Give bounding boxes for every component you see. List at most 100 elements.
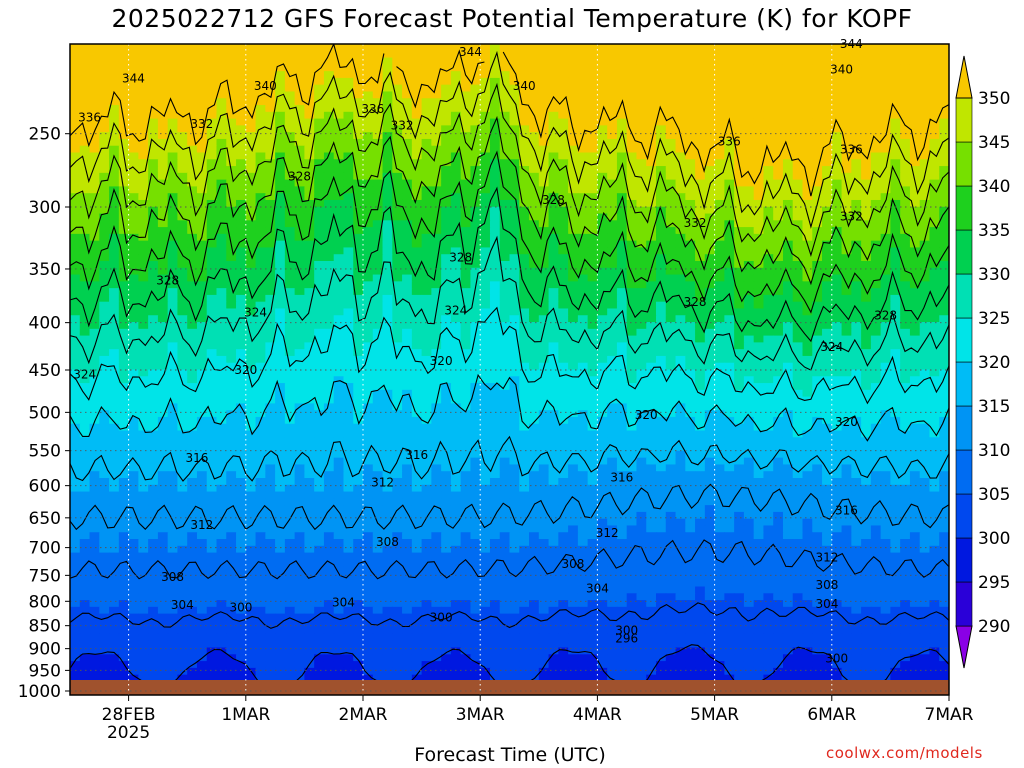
colorbar-label: 340 xyxy=(978,177,1010,197)
colorbar-label: 305 xyxy=(978,485,1010,505)
colorbar-bin xyxy=(955,581,973,627)
contour-label: 340 xyxy=(513,79,536,93)
contour-label: 336 xyxy=(78,110,101,124)
contour-324 xyxy=(70,306,949,405)
x-tick-label: 2MAR xyxy=(339,705,388,725)
contour-label: 308 xyxy=(161,570,184,584)
contour-label: 308 xyxy=(815,578,838,592)
contour-label: 300 xyxy=(825,651,848,665)
y-tick-label: 550 xyxy=(29,442,61,462)
terrain-strip xyxy=(70,680,949,695)
colorbar-label: 315 xyxy=(978,397,1010,417)
y-tick-label: 250 xyxy=(29,125,61,145)
y-tick-label: 650 xyxy=(29,509,61,529)
credit-text: coolwx.com/models xyxy=(826,744,983,762)
contour-label: 328 xyxy=(156,273,179,287)
contour-label: 300 xyxy=(430,611,453,625)
y-tick-label: 900 xyxy=(29,640,61,660)
contour-label: 328 xyxy=(288,169,311,183)
chart-title: 2025022712 GFS Forecast Potential Temper… xyxy=(111,4,913,33)
colorbar-bin xyxy=(955,537,973,583)
colorbar-label: 325 xyxy=(978,309,1010,329)
contour-label: 304 xyxy=(586,582,609,596)
y-tick-label: 800 xyxy=(29,592,61,612)
contour-label: 316 xyxy=(186,451,209,465)
contour-312 xyxy=(70,483,949,531)
contour-348 xyxy=(70,50,949,229)
contour-label: 316 xyxy=(405,448,428,462)
contour-label: 312 xyxy=(596,526,619,540)
contour-336 xyxy=(70,150,949,314)
contour-label: 300 xyxy=(615,623,638,637)
contour-label: 296 xyxy=(615,632,638,646)
contour-label: 332 xyxy=(684,216,707,230)
colorbar-label: 320 xyxy=(978,353,1010,373)
contour-label: 328 xyxy=(874,309,897,323)
contour-label: 304 xyxy=(332,595,355,609)
contour-label: 320 xyxy=(835,415,858,429)
y-tick-label: 300 xyxy=(29,198,61,218)
y-tick-label: 350 xyxy=(29,260,61,280)
colorbar-bin xyxy=(955,361,973,407)
contour-label: 320 xyxy=(430,354,453,368)
contour-label: 336 xyxy=(361,102,384,116)
contour-label: 312 xyxy=(815,550,838,564)
contour-308 xyxy=(70,539,949,580)
x-tick-label: 1MAR xyxy=(221,705,270,725)
y-tick-label: 700 xyxy=(29,539,61,559)
contour-label: 316 xyxy=(835,503,858,517)
x-tick-label: 28FEB xyxy=(102,705,156,725)
temperature-field xyxy=(70,44,949,695)
contour-label: 324 xyxy=(444,303,467,317)
x-tick-label: 4MAR xyxy=(573,705,622,725)
colorbar-label: 290 xyxy=(978,617,1010,637)
x-axis-label: Forecast Time (UTC) xyxy=(414,744,606,766)
contour-label: 316 xyxy=(610,471,633,485)
y-tick-label: 750 xyxy=(29,566,61,586)
contour-label: 328 xyxy=(449,250,472,264)
contour-label: 308 xyxy=(562,557,585,571)
colorbar-label: 300 xyxy=(978,529,1010,549)
contour-label: 336 xyxy=(718,135,741,149)
y-tick-label: 850 xyxy=(29,617,61,637)
contour-label: 300 xyxy=(229,600,252,614)
contour-label: 328 xyxy=(684,295,707,309)
contour-label: 324 xyxy=(820,340,843,354)
contour-label: 332 xyxy=(840,209,863,223)
contour-label: 328 xyxy=(542,193,565,207)
contour-label: 312 xyxy=(190,518,213,532)
contour-label: 344 xyxy=(459,45,482,59)
colorbar-bin xyxy=(955,493,973,539)
contour-320 xyxy=(70,373,949,442)
colorbar-label: 345 xyxy=(978,133,1010,153)
contour-label: 320 xyxy=(635,408,658,422)
contour-352 xyxy=(70,44,949,197)
contour-label: 312 xyxy=(371,475,394,489)
contour-label: 304 xyxy=(815,597,838,611)
colorbar-bin xyxy=(955,273,973,319)
y-tick-label: 1000 xyxy=(18,682,61,702)
contour-label: 344 xyxy=(122,72,145,86)
colorbar: 290 295 300 305 310 315 320 325 330 335 340 345 350 xyxy=(955,55,1010,669)
contour-label: 324 xyxy=(73,367,96,381)
isentrope-contours xyxy=(70,44,949,688)
contour-332 xyxy=(70,186,949,343)
y-tick-label: 450 xyxy=(29,361,61,381)
contour-label: 340 xyxy=(830,62,853,76)
y-tick-label: 600 xyxy=(29,477,61,497)
contour-label: 336 xyxy=(840,142,863,156)
colorbar-max-arrow xyxy=(955,55,973,99)
y-tick-label: 950 xyxy=(29,661,61,681)
colorbar-label: 335 xyxy=(978,221,1010,241)
contour-label: 304 xyxy=(171,598,194,612)
contour-label: 320 xyxy=(234,363,257,377)
colorbar-label: 310 xyxy=(978,441,1010,461)
colorbar-bin xyxy=(955,141,973,187)
contour-304 xyxy=(70,602,949,629)
x-tick-label: 7MAR xyxy=(925,705,974,725)
contour-label: 308 xyxy=(376,535,399,549)
colorbar-label: 350 xyxy=(978,89,1010,109)
